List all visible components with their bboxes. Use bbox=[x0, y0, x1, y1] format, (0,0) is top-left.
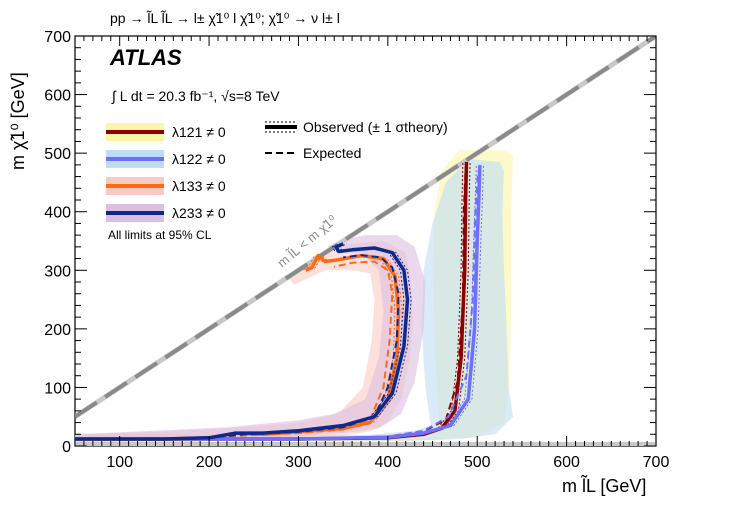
limit-curves bbox=[75, 161, 484, 441]
ytick-label-5: 500 bbox=[44, 146, 71, 163]
y-axis-label: m χ̃1⁰ [GeV] bbox=[8, 72, 28, 170]
observed-curve-3 bbox=[75, 242, 410, 441]
legend-observed: Observed (± 1 σtheory) bbox=[303, 119, 448, 135]
luminosity-label: ∫ L dt = 20.3 fb⁻¹, √s=8 TeV bbox=[111, 88, 280, 104]
axis-ticks: 100 200 300 400 500 600 700 0 100 200 300 400 500 600… bbox=[44, 29, 669, 471]
ytick-label-4: 400 bbox=[44, 205, 71, 222]
legend: λ121 ≠ 0 λ122 ≠ 0 λ133 ≠ 0 λ233 ≠ 0 bbox=[106, 123, 226, 222]
legend-style: Observed (± 1 σtheory) Expected bbox=[265, 119, 448, 161]
xtick-label-3: 400 bbox=[374, 454, 401, 471]
ytick-label-0: 0 bbox=[62, 439, 71, 456]
band-1 bbox=[75, 159, 513, 441]
chart-title: pp → l̃L l̃L → l± χ̃1⁰ l χ̃1⁰; χ̃1⁰ → ν … bbox=[110, 9, 340, 26]
legend-label-1: λ122 ≠ 0 bbox=[172, 151, 226, 167]
cl-note: All limits at 95% CL bbox=[108, 228, 212, 242]
experiment-label: ATLAS bbox=[109, 45, 182, 70]
kinematic-limit-diagonal bbox=[75, 36, 656, 446]
xtick-label-2: 300 bbox=[285, 454, 312, 471]
ytick-label-1: 100 bbox=[44, 380, 71, 397]
observed-curve-1 bbox=[75, 164, 482, 441]
xtick-label-4: 500 bbox=[464, 454, 491, 471]
ytick-label-7: 700 bbox=[44, 29, 71, 46]
ytick-label-2: 200 bbox=[44, 322, 71, 339]
ytick-label-6: 600 bbox=[44, 88, 71, 105]
legend-label-3: λ233 ≠ 0 bbox=[172, 205, 226, 221]
xtick-label-5: 600 bbox=[553, 454, 580, 471]
legend-label-0: λ121 ≠ 0 bbox=[172, 124, 226, 140]
xtick-label-6: 700 bbox=[643, 454, 670, 471]
diagonal-dashed bbox=[75, 36, 656, 419]
xtick-label-0: 100 bbox=[106, 454, 133, 471]
legend-label-2: λ133 ≠ 0 bbox=[172, 178, 226, 194]
ytick-label-3: 300 bbox=[44, 263, 71, 280]
expected-curve-3 bbox=[75, 254, 400, 440]
x-axis-label: m l̃L [GeV] bbox=[562, 475, 646, 496]
xtick-label-1: 200 bbox=[196, 454, 223, 471]
legend-expected: Expected bbox=[303, 145, 361, 161]
expected-curve-2 bbox=[75, 260, 394, 440]
